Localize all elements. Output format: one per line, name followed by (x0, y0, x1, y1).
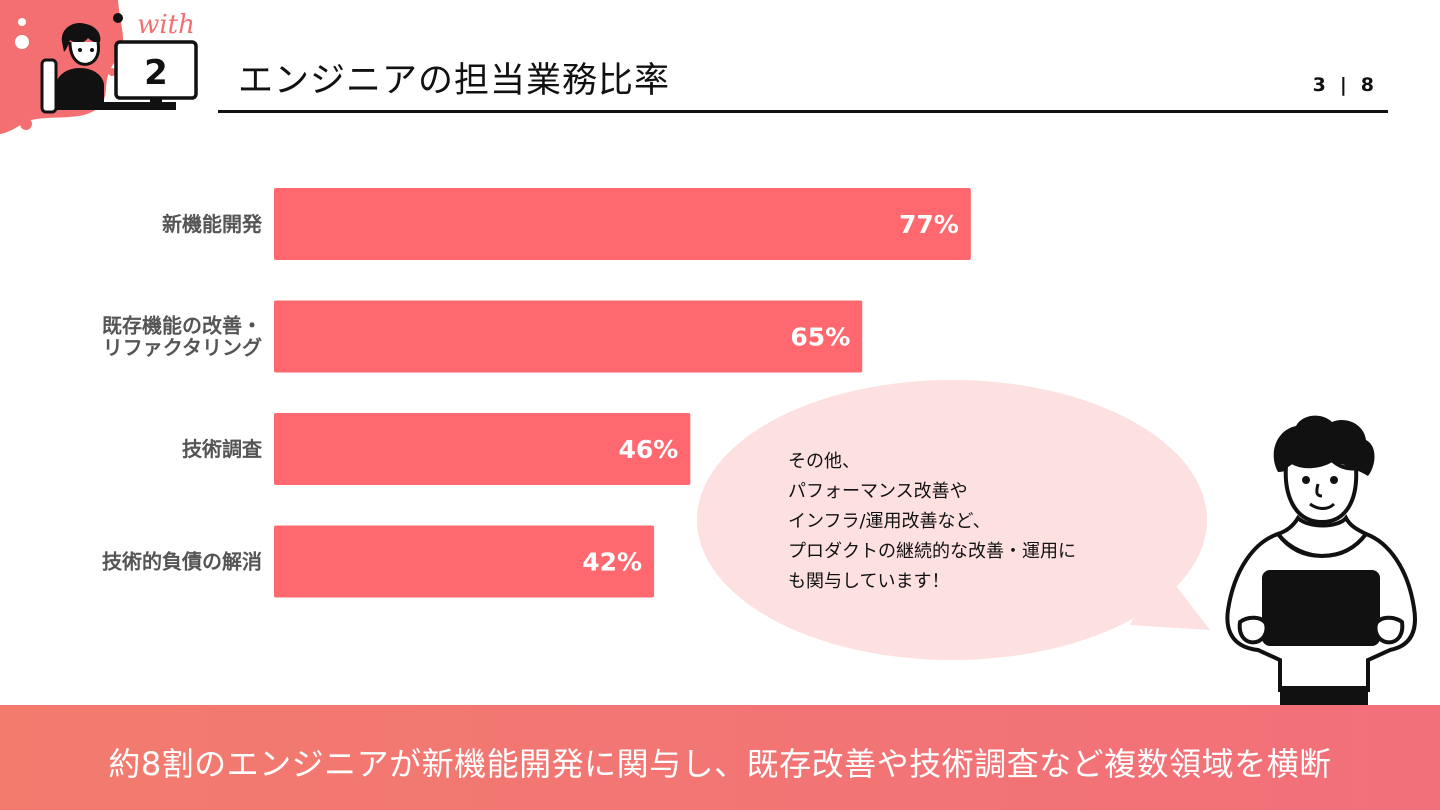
bubble-line: インフラ/運用改善など、 (788, 511, 991, 532)
bar (274, 300, 863, 373)
category-label: 既存機能の改善・リファクタリング (102, 314, 262, 360)
page-current: 3 (1312, 74, 1328, 96)
value-label: 46% (618, 435, 678, 464)
category-label: 技術調査 (182, 437, 262, 461)
engineer-at-desk-icon: 2 with (0, 0, 198, 134)
bubble-line: その他、 (788, 451, 860, 472)
category-label: 技術的負債の解消 (102, 550, 262, 574)
bubble-line: パフォーマンス改善や (788, 481, 968, 502)
title-rule (218, 110, 1388, 113)
bubble-line: プロダクトの継続的な改善・運用に (788, 541, 1076, 562)
summary-text: 約8割のエンジニアが新機能開発に関与し、既存改善や技術調査など複数領域を横断 (108, 745, 1332, 783)
bar-chart: 新機能開発 77% 既存機能の改善・リファクタリング 65% 技術調査 46% 技術的負債の… (102, 188, 971, 598)
value-label: 42% (582, 548, 642, 577)
person-holding-laptop-icon (1225, 415, 1417, 708)
bar (274, 188, 971, 260)
bar (274, 413, 691, 485)
page-separator: | (1339, 74, 1349, 96)
bubble-text: その他、 パフォーマンス改善や インフラ/運用改善など、 プロダクトの継続的な改… (788, 447, 1076, 597)
page-indicator: 3 | 8 (1313, 74, 1376, 96)
value-label: 65% (790, 323, 850, 352)
page-title: エンジニアの担当業務比率 (238, 61, 671, 101)
logo-word: with (137, 10, 195, 40)
category-label: 新機能開発 (162, 212, 263, 236)
speech-bubble (697, 380, 1210, 660)
page-total: 8 (1360, 74, 1376, 96)
value-label: 77% (899, 210, 959, 239)
section-number: 2 (144, 53, 168, 93)
bar (274, 525, 655, 598)
summary-banner: 約8割のエンジニアが新機能開発に関与し、既存改善や技術調査など複数領域を横断 (0, 705, 1440, 810)
bubble-line: も関与しています！ (788, 571, 950, 592)
